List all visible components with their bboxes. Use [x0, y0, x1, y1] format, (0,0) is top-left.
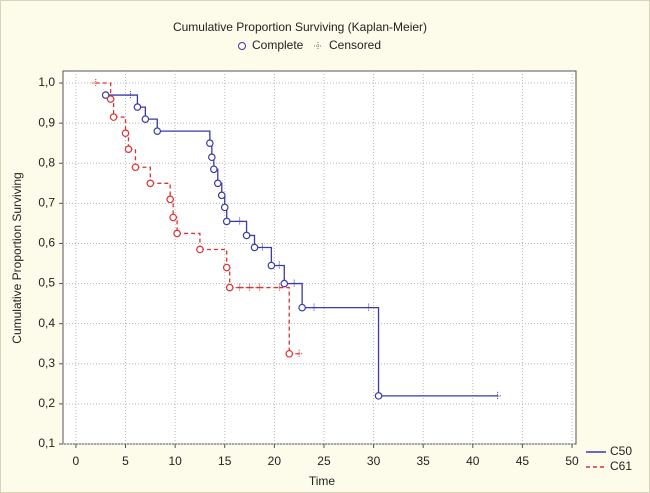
- complete-marker: [121, 129, 130, 137]
- y-tick-label: 0,7: [38, 196, 55, 210]
- complete-marker: [131, 163, 140, 172]
- complete-marker: [210, 165, 218, 174]
- x-tick-label: 45: [516, 454, 530, 468]
- complete-marker: [206, 139, 214, 147]
- y-tick-label: 0,9: [38, 115, 55, 129]
- censored-marker: [493, 391, 502, 400]
- complete-marker: [124, 145, 133, 154]
- legend-censored-marker: [314, 42, 322, 50]
- complete-marker: [267, 261, 276, 270]
- complete-marker: [106, 95, 115, 103]
- complete-marker: [222, 217, 231, 226]
- complete-marker: [242, 231, 251, 240]
- step-line: [368, 306, 380, 396]
- step-line: [199, 248, 228, 268]
- x-tick-label: 40: [466, 454, 480, 468]
- y-tick-label: 0,1: [38, 436, 55, 450]
- complete-marker: [280, 279, 289, 288]
- censored-marker: [258, 243, 267, 252]
- censored-marker: [364, 303, 373, 312]
- complete-marker: [208, 153, 216, 162]
- series: [91, 79, 304, 358]
- x-tick-label: 30: [367, 454, 381, 468]
- complete-marker: [146, 179, 155, 188]
- legend-censored: Censored: [329, 38, 381, 52]
- y-tick-label: 0,4: [38, 316, 55, 330]
- censored-marker: [275, 261, 284, 270]
- step-line: [150, 182, 171, 200]
- complete-marker: [374, 392, 383, 400]
- step-line: [95, 82, 112, 100]
- x-tick-label: 0: [73, 454, 80, 468]
- censored-marker: [91, 79, 100, 88]
- complete-marker: [141, 115, 150, 123]
- complete-marker: [285, 349, 294, 358]
- censored-marker: [295, 349, 304, 358]
- complete-marker: [133, 103, 142, 111]
- complete-marker: [196, 245, 204, 254]
- y-tick-label: 0,3: [38, 356, 55, 370]
- step-line: [279, 264, 285, 284]
- y-tick-label: 0,2: [38, 396, 55, 410]
- x-tick-label: 20: [268, 454, 282, 468]
- legend-complete-marker: [238, 42, 246, 50]
- y-tick-label: 1,0: [38, 75, 55, 89]
- x-tick-label: 15: [218, 454, 232, 468]
- legend-complete: Complete: [252, 38, 304, 52]
- x-tick-label: 50: [565, 454, 579, 468]
- x-tick-label: 35: [417, 454, 431, 468]
- step-line: [279, 286, 290, 354]
- complete-marker: [173, 229, 181, 238]
- y-axis-title: Cumulative Proportion Surviving: [10, 172, 24, 343]
- y-tick-label: 0,8: [38, 155, 55, 169]
- censored-marker: [126, 91, 135, 100]
- y-tick-label: 0,5: [38, 276, 55, 290]
- censored-marker: [235, 217, 244, 226]
- complete-marker: [220, 203, 229, 212]
- plot-area: [62, 70, 577, 445]
- complete-marker: [101, 91, 110, 99]
- step-line: [145, 118, 158, 132]
- complete-marker: [250, 243, 259, 252]
- censored-marker: [290, 279, 299, 288]
- complete-marker: [298, 303, 306, 312]
- censored-marker: [275, 283, 284, 292]
- censored-marker: [255, 283, 264, 292]
- complete-marker: [222, 263, 231, 272]
- censored-marker: [310, 303, 319, 312]
- step-line: [157, 130, 211, 144]
- legend-label: C50: [610, 444, 632, 458]
- x-tick-label: 25: [317, 454, 331, 468]
- x-tick-label: 5: [122, 454, 129, 468]
- complete-marker: [217, 191, 226, 200]
- complete-marker: [153, 127, 162, 135]
- series: [101, 91, 502, 400]
- legend-label: C61: [610, 459, 632, 473]
- complete-marker: [166, 195, 174, 204]
- y-tick-label: 0,6: [38, 236, 55, 250]
- complete-marker: [225, 283, 234, 292]
- complete-marker: [109, 113, 118, 121]
- complete-marker: [169, 213, 177, 222]
- step-line: [135, 166, 151, 184]
- step-line: [113, 116, 127, 134]
- chart-title: Cumulative Proportion Surviving (Kaplan-…: [173, 20, 427, 34]
- x-tick-label: 10: [168, 454, 182, 468]
- x-axis-title: Time: [309, 474, 336, 488]
- censored-marker: [235, 283, 244, 292]
- step-line: [177, 232, 201, 250]
- censored-marker: [245, 283, 254, 292]
- complete-marker: [213, 179, 222, 188]
